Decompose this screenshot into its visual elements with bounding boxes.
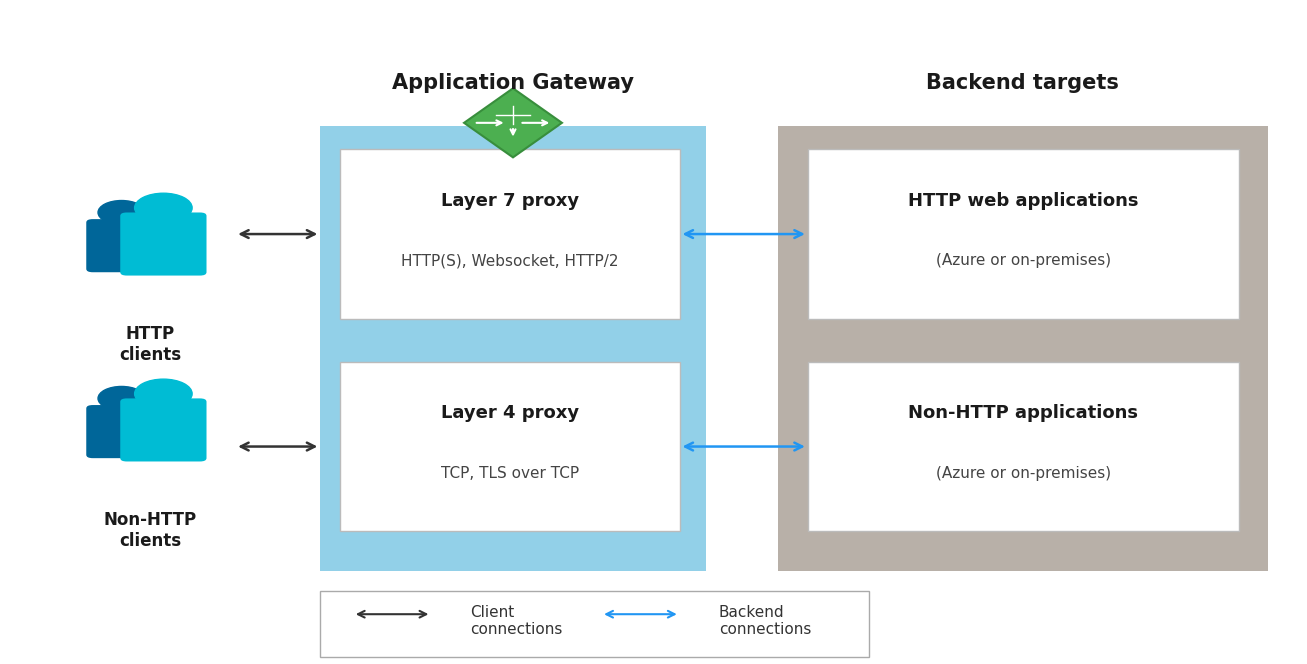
FancyBboxPatch shape (86, 405, 157, 458)
FancyBboxPatch shape (120, 212, 207, 276)
Text: HTTP
clients: HTTP clients (119, 325, 182, 364)
FancyBboxPatch shape (808, 362, 1239, 531)
FancyBboxPatch shape (808, 149, 1239, 319)
FancyBboxPatch shape (778, 126, 1268, 571)
FancyBboxPatch shape (86, 219, 157, 272)
Text: Layer 4 proxy: Layer 4 proxy (440, 404, 579, 422)
Text: TCP, TLS over TCP: TCP, TLS over TCP (440, 465, 579, 481)
FancyBboxPatch shape (120, 398, 207, 461)
FancyBboxPatch shape (320, 591, 869, 657)
Text: HTTP web applications: HTTP web applications (908, 192, 1138, 210)
Text: HTTP(S), Websocket, HTTP/2: HTTP(S), Websocket, HTTP/2 (401, 253, 618, 268)
FancyBboxPatch shape (340, 362, 680, 531)
Circle shape (98, 201, 145, 224)
Circle shape (135, 379, 192, 408)
Text: Non-HTTP applications: Non-HTTP applications (908, 404, 1138, 422)
Text: Layer 7 proxy: Layer 7 proxy (440, 192, 579, 210)
Circle shape (135, 193, 192, 222)
Text: Backend
connections: Backend connections (719, 605, 812, 637)
Text: Application Gateway: Application Gateway (392, 73, 634, 93)
FancyBboxPatch shape (320, 126, 706, 571)
FancyBboxPatch shape (340, 149, 680, 319)
Text: Backend targets: Backend targets (927, 73, 1119, 93)
Circle shape (98, 386, 145, 410)
Polygon shape (464, 88, 562, 157)
Text: Non-HTTP
clients: Non-HTTP clients (103, 511, 197, 550)
Text: (Azure or on-premises): (Azure or on-premises) (936, 253, 1111, 268)
Text: (Azure or on-premises): (Azure or on-premises) (936, 465, 1111, 481)
Text: Client
connections: Client connections (471, 605, 563, 637)
